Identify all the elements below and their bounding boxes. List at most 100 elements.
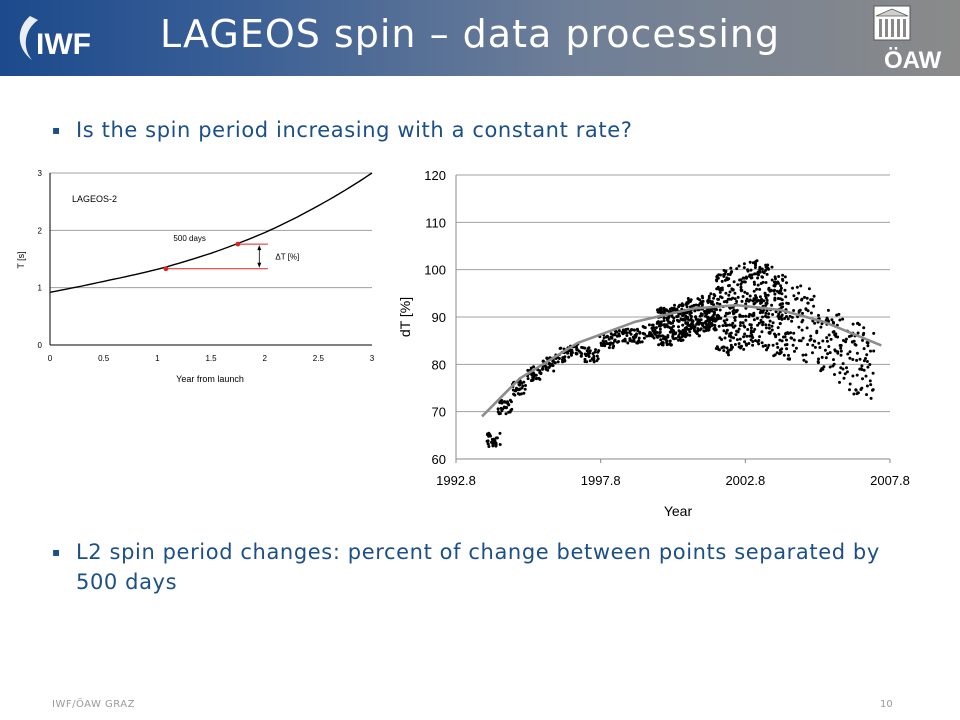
chart2-data-point — [838, 344, 842, 347]
chart2-data-point — [690, 322, 694, 326]
chart2-data-point — [795, 285, 799, 289]
chart2-data-point — [488, 433, 492, 437]
chart2-data-point — [586, 353, 590, 357]
chart2-data-point — [724, 299, 728, 303]
chart2-data-point — [771, 343, 775, 347]
chart2-data-point — [865, 360, 869, 363]
chart2-data-point — [647, 323, 651, 327]
chart2-data-point — [712, 293, 716, 296]
chart2-data-point — [722, 349, 726, 353]
chart2-data-point — [738, 314, 742, 318]
chart2-data-point — [777, 275, 781, 278]
chart2-data-point — [621, 339, 625, 343]
chart2-data-point — [705, 327, 708, 331]
chart2-data-point — [806, 301, 810, 305]
chart2-data-point — [848, 388, 851, 392]
chart2-data-point — [824, 356, 828, 360]
chart2-data-point — [805, 296, 809, 300]
chart2-data-point — [811, 351, 814, 355]
chart2-data-point — [737, 327, 741, 331]
chart2-data-point — [745, 297, 749, 301]
chart2-data-point — [670, 315, 674, 318]
chart2-data-point — [825, 339, 829, 343]
chart2-data-point — [778, 291, 782, 295]
chart2-data-point — [872, 349, 876, 353]
chart1-y-tick-label: 3 — [38, 169, 43, 178]
chart2-data-point — [758, 267, 762, 271]
chart2-data-point — [715, 301, 719, 305]
chart2-data-point — [733, 343, 737, 346]
chart2-data-point — [671, 335, 675, 338]
chart2-data-point — [858, 357, 862, 361]
chart2-data-point — [767, 326, 771, 330]
chart2-data-point — [548, 364, 552, 368]
chart2-data-point — [741, 314, 745, 318]
chart2-data-point — [755, 287, 759, 291]
chart2-data-point — [832, 330, 836, 334]
chart2-data-point — [751, 261, 755, 265]
chart2-data-point — [711, 315, 715, 319]
chart2-data-point — [827, 333, 831, 337]
chart2-data-point — [765, 265, 769, 269]
chart2-data-point — [593, 350, 597, 354]
chart2-data-point — [788, 314, 792, 318]
chart2-data-point — [531, 378, 534, 382]
chart2-data-point — [779, 315, 783, 319]
chart2-data-point — [657, 343, 661, 347]
chart2-data-point — [678, 331, 682, 335]
chart2-data-point — [556, 360, 560, 364]
chart2-data-point — [785, 315, 788, 318]
chart2-data-point — [839, 366, 843, 370]
chart2-y-tick-label: 120 — [424, 168, 446, 183]
chart2-data-point — [671, 329, 675, 332]
chart2-data-point — [844, 337, 848, 341]
chart2-data-point — [696, 327, 700, 331]
chart2-data-point — [599, 343, 603, 347]
spin-period-chart: 0 0.5 1 1.5 2 2.5 3 0 1 2 3 500 days ΔT [%] LAGEOS… — [16, 169, 375, 384]
chart1-x-tick-label: 2.5 — [313, 354, 325, 363]
chart2-data-point — [737, 342, 741, 346]
chart2-data-point — [801, 336, 805, 340]
chart2-data-point — [838, 380, 841, 384]
chart2-data-point — [609, 335, 613, 339]
chart2-data-point — [856, 331, 860, 335]
chart2-data-point — [774, 310, 778, 314]
chart2-data-point — [685, 326, 688, 329]
chart2-data-point — [764, 344, 767, 347]
chart2-data-point — [834, 332, 838, 336]
chart2-data-point — [612, 344, 616, 348]
chart2-data-point — [689, 314, 693, 318]
chart1-grid — [50, 172, 372, 289]
chart2-data-point — [855, 351, 859, 355]
chart2-data-point — [841, 317, 845, 321]
chart2-data-point — [801, 353, 805, 357]
chart2-data-point — [761, 280, 765, 284]
chart2-data-point — [862, 347, 866, 351]
chart2-data-point — [784, 295, 788, 299]
chart2-x-tick-label: 2002.8 — [725, 473, 765, 488]
chart1-y-tick-label: 0 — [38, 341, 43, 350]
chart2-data-point — [853, 342, 857, 346]
chart2-data-point — [773, 282, 777, 286]
chart2-data-point — [737, 264, 741, 268]
chart2-data-point — [707, 296, 711, 300]
chart2-data-point — [670, 326, 674, 330]
chart2-data-point — [767, 286, 771, 290]
chart2-data-point — [596, 350, 600, 354]
chart2-data-point — [735, 267, 739, 271]
chart2-data-point — [820, 322, 824, 326]
chart2-data-point — [724, 291, 728, 295]
chart2-data-point — [749, 323, 753, 327]
chart2-data-point — [657, 324, 661, 328]
chart2-data-point — [616, 340, 619, 344]
chart2-data-point — [760, 341, 764, 345]
chart2-data-point — [656, 335, 660, 339]
chart2-data-point — [551, 359, 555, 363]
chart2-data-point — [753, 272, 756, 276]
chart2-data-point — [632, 339, 636, 343]
chart2-data-point — [677, 319, 681, 323]
chart2-data-point — [529, 366, 533, 370]
chart2-data-point — [818, 346, 822, 349]
chart2-data-point — [872, 331, 876, 335]
chart2-data-point — [773, 353, 777, 357]
